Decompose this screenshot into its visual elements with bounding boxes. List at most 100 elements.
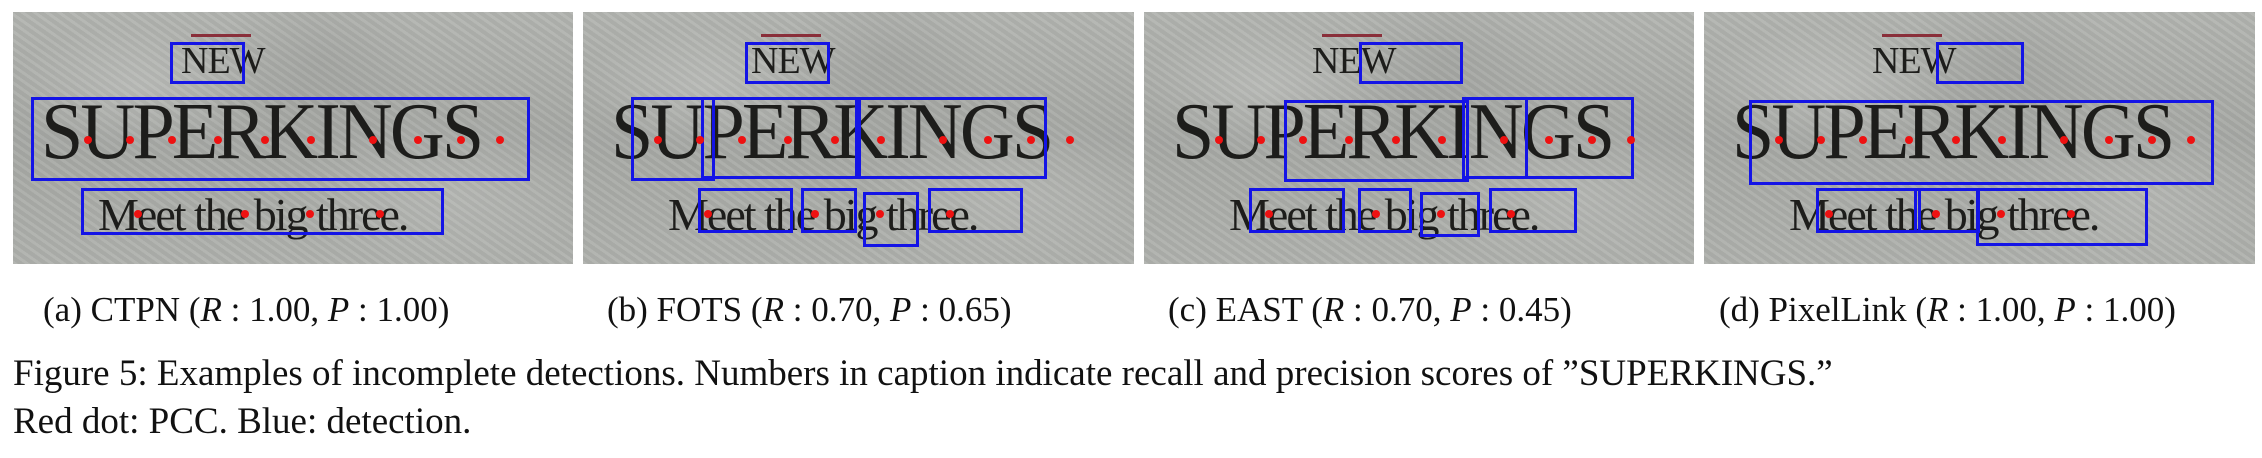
pcc-dot — [984, 136, 992, 144]
pcc-dot — [1817, 136, 1825, 144]
word-superkings: SUPERKINGS — [1732, 88, 2175, 176]
word-subtitle: Meet the big three. — [1789, 189, 2100, 240]
pcc-dot — [376, 210, 384, 218]
recall-value: 1.00 — [1975, 290, 2037, 329]
pcc-dot — [1027, 136, 1035, 144]
pcc-dot — [306, 210, 314, 218]
precision-symbol: P — [889, 290, 912, 329]
recall-symbol: R — [200, 290, 222, 329]
detection-box — [1749, 100, 2214, 185]
detection-box — [31, 97, 530, 181]
pcc-dot — [2067, 210, 2075, 218]
word-subtitle: Meet the big three. — [98, 189, 409, 240]
pcc-dot — [1545, 136, 1553, 144]
precision-symbol: P — [2054, 290, 2076, 329]
subcaption-method: (a) CTPN — [43, 290, 181, 329]
detection-box — [1976, 188, 2148, 246]
pcc-dot — [2187, 136, 2195, 144]
recall-symbol: R — [1322, 290, 1345, 329]
pcc-dot — [1265, 210, 1273, 218]
detection-box — [801, 188, 857, 233]
detection-box — [1420, 192, 1480, 237]
pcc-dot — [369, 136, 377, 144]
pcc-dot — [1215, 136, 1223, 144]
detection-box — [863, 192, 919, 247]
red-bar — [1322, 34, 1382, 37]
pcc-dot — [1905, 136, 1913, 144]
pcc-dot — [738, 136, 746, 144]
precision-symbol: P — [1450, 290, 1472, 329]
word-superkings: SUPERKINGS — [41, 88, 484, 176]
pcc-dot — [134, 210, 142, 218]
subcaption-ctpn: (a) CTPN (R : 1.00, P : 1.00) — [43, 290, 450, 329]
pcc-dot — [1627, 136, 1635, 144]
word-new: NEW — [751, 40, 836, 82]
image-panel-fots: NEW SUPERKINGS Meet the big three. — [583, 12, 1134, 264]
pcc-dot — [261, 136, 269, 144]
recall-value: 1.00 — [249, 290, 311, 329]
pcc-dot — [1825, 210, 1833, 218]
detection-box — [698, 188, 793, 233]
pcc-dot — [1932, 210, 1940, 218]
red-bar — [191, 34, 251, 37]
pcc-dot — [414, 136, 422, 144]
precision-value: 0.65 — [938, 290, 1000, 329]
pcc-dot — [1997, 210, 2005, 218]
subcaption-method: (b) FOTS — [607, 290, 743, 329]
pcc-dot — [696, 136, 704, 144]
detection-box — [1914, 188, 1980, 233]
pcc-dot — [1066, 136, 1074, 144]
pcc-dot — [241, 210, 249, 218]
pcc-dot — [1998, 136, 2006, 144]
pcc-dot — [1345, 136, 1353, 144]
detection-box — [928, 188, 1023, 233]
subcaption-fots: (b) FOTS (R : 0.70, P : 0.65) — [607, 290, 1012, 329]
precision-value: 1.00 — [376, 290, 438, 329]
recall-value: 0.70 — [811, 290, 873, 329]
word-new: NEW — [1312, 40, 1397, 82]
pcc-dot — [2148, 136, 2156, 144]
pcc-dot — [1588, 136, 1596, 144]
pcc-dot — [1438, 136, 1446, 144]
detection-box — [1359, 42, 1463, 84]
precision-value: 0.45 — [1498, 290, 1561, 329]
precision-symbol: P — [327, 290, 350, 329]
detection-box — [170, 42, 245, 84]
pcc-dot — [2060, 136, 2068, 144]
figure-caption: Figure 5: Examples of incomplete detecti… — [13, 350, 2253, 446]
pcc-dot — [214, 136, 222, 144]
pcc-dot — [168, 136, 176, 144]
pcc-dot — [811, 210, 819, 218]
recall-value: 0.70 — [1371, 290, 1433, 329]
pcc-dot — [1257, 136, 1265, 144]
pcc-dot — [1299, 136, 1307, 144]
caption-line-2: Red dot: PCC. Blue: detection. — [13, 401, 472, 442]
detection-box — [1358, 188, 1412, 233]
pcc-dot — [126, 136, 134, 144]
image-panel-east: NEW SUPERKINGS Meet the big three. — [1144, 12, 1694, 264]
pcc-dot — [877, 136, 885, 144]
detection-box — [81, 188, 444, 235]
pcc-dot — [2105, 136, 2113, 144]
pcc-dot — [784, 136, 792, 144]
detection-box — [745, 42, 830, 84]
pcc-dot — [1372, 210, 1380, 218]
precision-value: 1.00 — [2103, 290, 2165, 329]
subcaption-method: (c) EAST — [1168, 290, 1303, 329]
word-new: NEW — [181, 40, 266, 82]
pcc-dot — [939, 136, 947, 144]
word-subtitle: Meet the big three. — [668, 189, 979, 240]
detection-box — [631, 97, 715, 181]
word-new: NEW — [1872, 40, 1957, 82]
detection-box — [1936, 42, 2024, 84]
image-panel-pixellink: NEW SUPERKINGS Meet the big three. — [1704, 12, 2255, 264]
pcc-dot — [1859, 136, 1867, 144]
pcc-dot — [1775, 136, 1783, 144]
pcc-dot — [1500, 136, 1508, 144]
pcc-dot — [946, 210, 954, 218]
detection-box — [1284, 100, 1469, 182]
subcaption-east: (c) EAST (R : 0.70, P : 0.45) — [1168, 290, 1572, 329]
word-superkings: SUPERKINGS — [1172, 88, 1615, 176]
recall-symbol: R — [1927, 290, 1949, 329]
pcc-dot — [496, 136, 504, 144]
